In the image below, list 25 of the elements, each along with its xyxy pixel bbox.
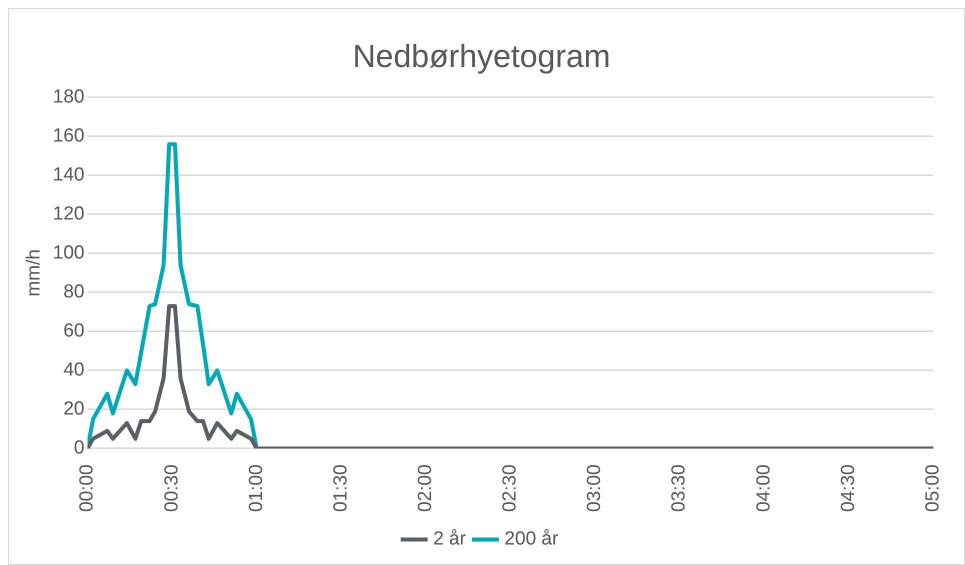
- y-tick-label: 100: [52, 242, 84, 264]
- y-tick-label: 80: [63, 282, 84, 303]
- y-axis-title: mm/h: [24, 249, 45, 297]
- x-tick-label: 01:30: [330, 464, 352, 512]
- legend-label: 200 år: [504, 528, 559, 550]
- x-tick-label: 03:00: [584, 464, 606, 512]
- y-tick-label: 0: [74, 438, 84, 459]
- legend-label: 2 år: [433, 528, 467, 550]
- y-tick-label: 160: [52, 126, 84, 147]
- y-tick-label: 120: [52, 204, 84, 225]
- x-tick-label: 05:00: [922, 464, 944, 512]
- x-tick-label: 04:30: [838, 464, 859, 512]
- x-tick-label: 00:00: [76, 464, 98, 512]
- y-tick-label: 140: [52, 164, 84, 186]
- x-tick-label: 02:00: [415, 464, 436, 512]
- x-tick-label: 00:30: [161, 464, 182, 512]
- x-tick-label: 04:00: [753, 464, 774, 512]
- y-tick-label: 20: [63, 398, 84, 420]
- x-tick-label: 03:30: [668, 464, 690, 512]
- y-tick-label: 60: [63, 320, 84, 342]
- y-tick-label: 40: [63, 360, 84, 381]
- y-tick-label: 180: [52, 86, 84, 108]
- chart-title: Nedbørhyetogram: [352, 38, 610, 74]
- x-tick-label: 01:00: [246, 464, 267, 512]
- x-tick-label: 02:30: [500, 464, 521, 512]
